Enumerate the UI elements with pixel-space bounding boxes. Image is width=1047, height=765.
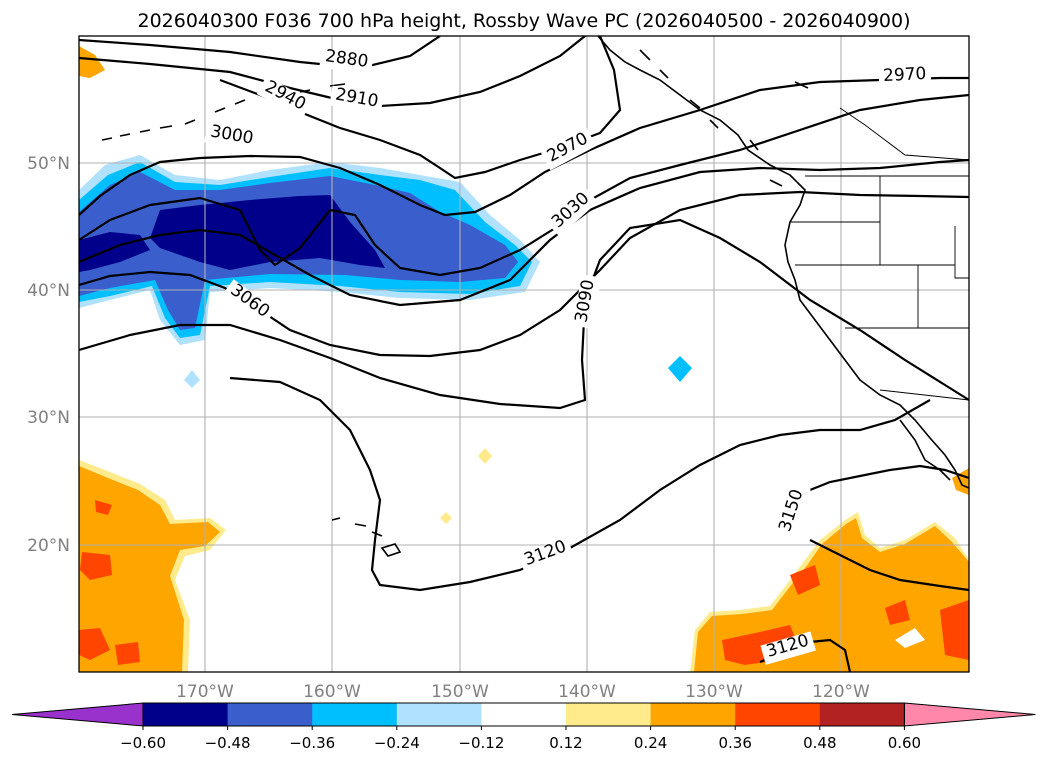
contour-2970-west <box>79 76 969 217</box>
yellow-spot-1 <box>478 448 492 464</box>
colorbar-tick-label: 0.60 <box>888 734 921 752</box>
negative-anomaly-fills <box>79 155 692 388</box>
orange-fill-sw <box>79 466 220 672</box>
figure-title: 2026040300 F036 700 hPa height, Rossby W… <box>137 10 910 32</box>
colorbar-segment <box>143 703 229 726</box>
longitude-labels: 170°W 160°W 150°W 140°W 130°W 120°W <box>176 682 870 702</box>
red-fill-sw-2 <box>79 628 110 660</box>
lon-label-170w: 170°W <box>176 682 234 702</box>
red-fill-sw-3 <box>115 642 140 665</box>
colorbar-extend-min <box>11 702 144 727</box>
positive-anomaly-fills <box>79 46 969 672</box>
orange-fill-ne <box>79 46 105 78</box>
contour-3030 <box>79 158 969 307</box>
lon-label-140w: 140°W <box>558 682 616 702</box>
map-frame <box>78 35 970 673</box>
contour-3000 <box>79 93 969 277</box>
state-borders <box>790 176 969 401</box>
contour-2940 <box>219 36 622 180</box>
contour-3060 <box>79 190 969 358</box>
red-fill-sw-4 <box>95 500 112 515</box>
lat-label-40n: 40°N <box>27 281 70 301</box>
north-america-coast <box>597 36 969 489</box>
colorbar-tick-label: 0.36 <box>718 734 751 752</box>
map-panel: 2880 2910 2940 2970 2970 3000 3030 3060 … <box>78 35 970 673</box>
colorbar-segment <box>650 703 736 726</box>
lat-label-20n: 20°N <box>27 536 70 556</box>
colorbar-outline <box>142 702 905 727</box>
red-fill-se-4 <box>940 600 969 660</box>
colorbar: −0.60 −0.48 −0.36 −0.24 −0.12 0.12 0.24 … <box>11 702 1036 752</box>
colorbar-tick-label: 0.24 <box>634 734 667 752</box>
colorbar-tick-label: 0.48 <box>803 734 836 752</box>
colorbar-tick-label: −0.48 <box>205 734 251 752</box>
latitude-labels: 50°N 40°N 30°N 20°N <box>27 154 70 556</box>
colorbar-segment <box>312 703 398 726</box>
colorbar-tick-label: −0.60 <box>120 734 166 752</box>
contour-2880 <box>79 36 441 70</box>
colorbar-tick-label: −0.24 <box>374 734 420 752</box>
contour-label-2970-east: 2970 <box>883 64 927 86</box>
colorbar-tick-label: −0.12 <box>458 734 504 752</box>
red-fill-se-2 <box>790 565 820 595</box>
baja-coast <box>899 419 951 481</box>
colorbar-ticks: −0.60 −0.48 −0.36 −0.24 −0.12 0.12 0.24 … <box>120 734 921 752</box>
colorbar-segment <box>819 703 905 726</box>
colorbar-segment <box>481 703 567 726</box>
political-borders <box>790 107 969 401</box>
colorbar-extend-max <box>903 702 1036 727</box>
light-blue-spot <box>184 370 200 388</box>
lon-label-120w: 120°W <box>812 682 870 702</box>
colorbar-tick-label: −0.36 <box>289 734 335 752</box>
height-contours <box>79 36 969 672</box>
lon-label-160w: 160°W <box>303 682 361 702</box>
white-hole-se <box>895 628 925 648</box>
lat-label-30n: 30°N <box>27 408 70 428</box>
lat-label-50n: 50°N <box>27 154 70 174</box>
red-fill-se-3 <box>885 600 910 625</box>
lon-label-150w: 150°W <box>431 682 489 702</box>
lon-label-130w: 130°W <box>685 682 743 702</box>
colorbar-segments <box>11 702 1036 730</box>
yellow-spot-2 <box>440 512 452 524</box>
contour-3120 <box>229 376 931 592</box>
hawaii-islands <box>331 517 402 557</box>
colorbar-segment <box>735 703 821 726</box>
cyan-spot-east <box>668 356 692 382</box>
colorbar-segment <box>227 703 313 726</box>
alaska-border <box>839 107 969 161</box>
red-fill-sw-1 <box>80 552 112 580</box>
colorbar-tick-label: 0.12 <box>549 734 582 752</box>
coastlines <box>101 36 969 557</box>
contour-3150-south <box>809 539 969 592</box>
contour-3150 <box>809 464 969 492</box>
colorbar-segment <box>566 703 652 726</box>
contour-labels: 2880 2910 2940 2970 2970 3000 3030 3060 … <box>204 46 932 665</box>
colorbar-segment <box>396 703 482 726</box>
contour-3090 <box>79 218 969 410</box>
